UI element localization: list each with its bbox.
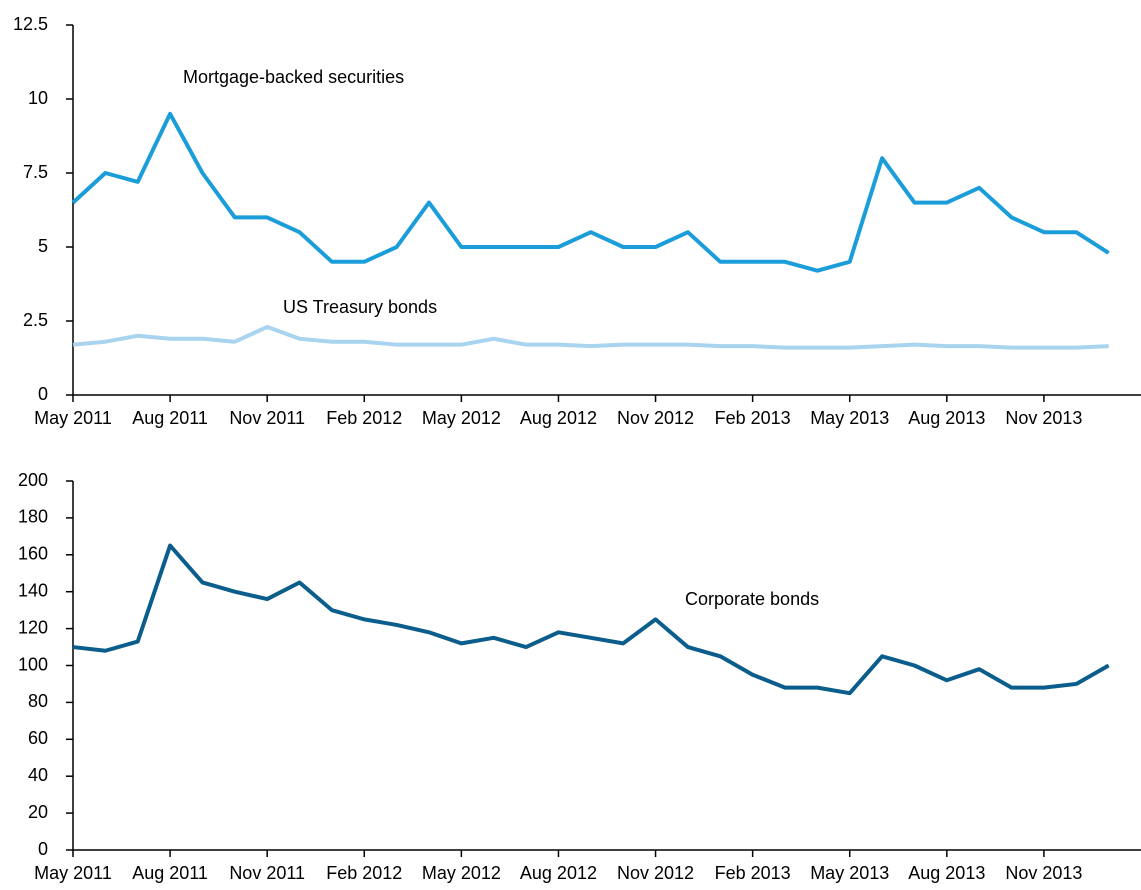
x-tick-label: Nov 2013 — [1005, 408, 1082, 428]
x-tick-label: Aug 2013 — [908, 863, 985, 883]
y-tick-label: 7.5 — [23, 162, 48, 182]
x-tick-label: Feb 2013 — [715, 408, 791, 428]
y-tick-label: 80 — [28, 691, 48, 711]
x-tick-label: Nov 2012 — [617, 863, 694, 883]
x-tick-label: Nov 2011 — [229, 863, 305, 883]
y-tick-label: 20 — [28, 802, 48, 822]
y-tick-label: 180 — [18, 507, 48, 527]
y-tick-label: 2.5 — [23, 310, 48, 330]
series-label: Corporate bonds — [685, 589, 819, 609]
x-tick-label: May 2012 — [422, 863, 501, 883]
x-tick-label: Aug 2011 — [132, 863, 208, 883]
y-tick-label: 0 — [38, 839, 48, 859]
x-tick-label: Feb 2013 — [715, 863, 791, 883]
x-tick-label: Nov 2012 — [617, 408, 694, 428]
x-tick-label: May 2013 — [810, 408, 889, 428]
x-tick-label: Feb 2012 — [326, 408, 402, 428]
line-series — [71, 111, 1110, 273]
x-tick-label: Nov 2011 — [229, 408, 305, 428]
x-tick-label: Aug 2012 — [520, 863, 597, 883]
x-tick-label: May 2012 — [422, 408, 501, 428]
x-tick-label: May 2011 — [34, 863, 112, 883]
y-tick-label: 10 — [28, 88, 48, 108]
x-tick-label: Nov 2013 — [1005, 863, 1082, 883]
line-series — [72, 543, 1110, 696]
y-tick-label: 200 — [18, 470, 48, 490]
y-tick-label: 0 — [38, 384, 48, 404]
y-tick-label: 100 — [18, 654, 48, 674]
x-tick-label: Aug 2011 — [132, 408, 208, 428]
x-tick-label: May 2011 — [34, 408, 112, 428]
y-tick-label: 120 — [18, 617, 48, 637]
y-tick-label: 60 — [28, 728, 48, 748]
y-tick-label: 40 — [28, 765, 48, 785]
x-tick-label: Feb 2012 — [326, 863, 402, 883]
y-tick-label: 160 — [18, 544, 48, 564]
x-tick-label: Aug 2013 — [908, 408, 985, 428]
line-series — [72, 324, 1109, 350]
series-label: Mortgage-backed securities — [183, 67, 404, 87]
y-tick-label: 12.5 — [13, 14, 48, 34]
x-tick-label: May 2013 — [810, 863, 889, 883]
x-tick-label: Aug 2012 — [520, 408, 597, 428]
y-tick-label: 140 — [18, 580, 48, 600]
y-tick-label: 5 — [38, 236, 48, 256]
series-label: US Treasury bonds — [283, 297, 437, 317]
